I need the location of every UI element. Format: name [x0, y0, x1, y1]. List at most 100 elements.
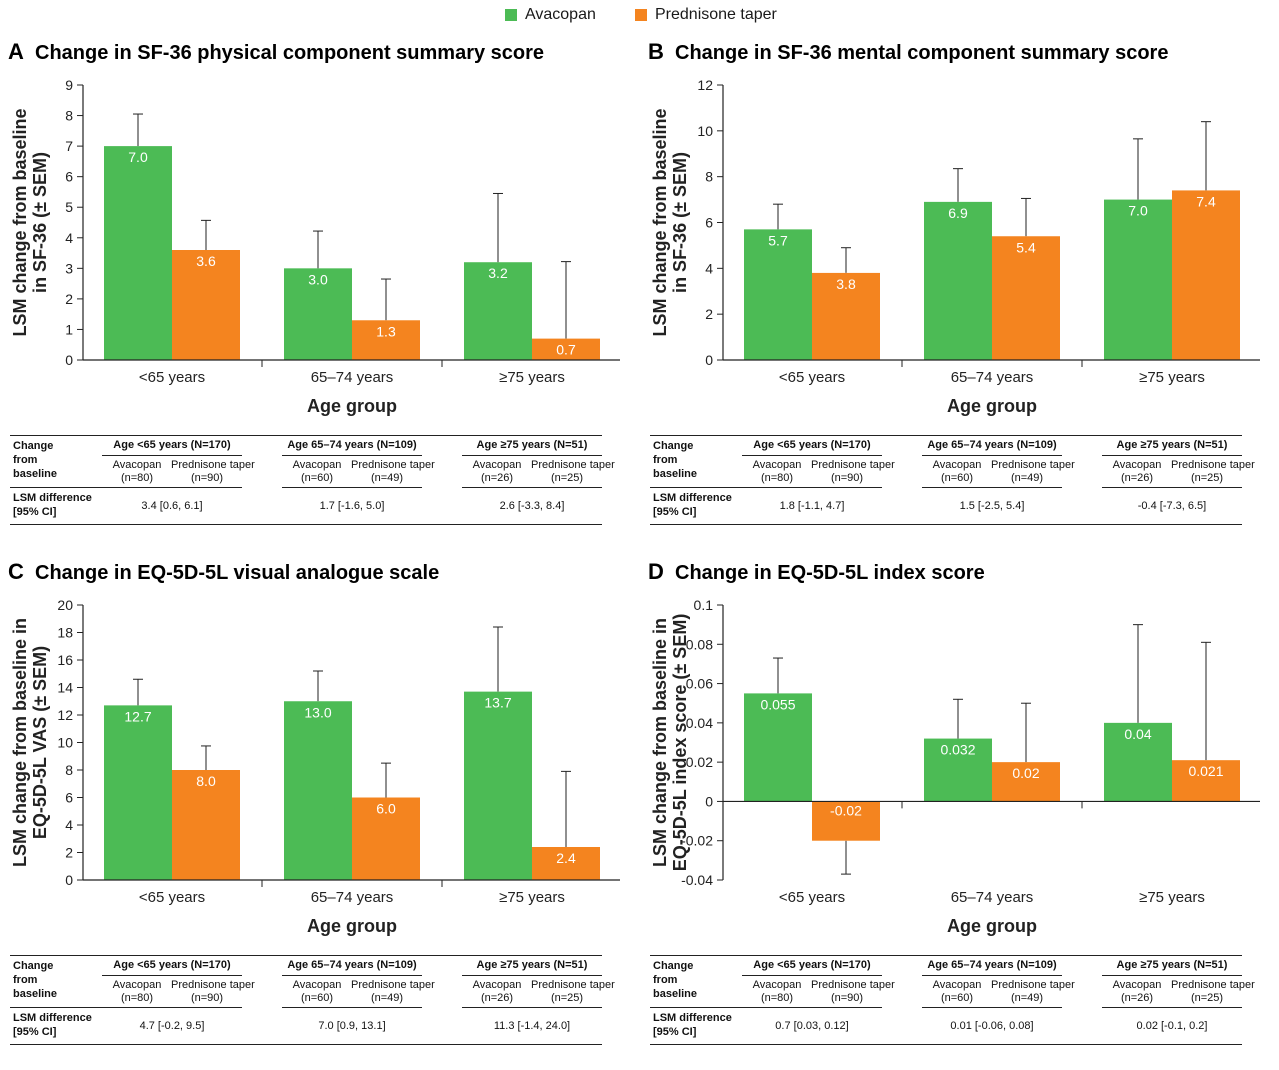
table-rule-left [10, 1007, 105, 1008]
x-category-label: 65–74 years [311, 369, 394, 386]
y-tick-label: 0.04 [686, 715, 713, 731]
panel-letter: A [8, 39, 24, 64]
bar-avacopan [284, 268, 352, 360]
table-rule-top [650, 955, 1242, 956]
table-subheader-prednisone: Prednisone taper (n=25) [1171, 459, 1255, 485]
bar-prednisone [532, 847, 600, 880]
table-subheader-line: Avacopan [112, 459, 162, 471]
table-rule-left [650, 487, 745, 488]
table-subheader-line: (n=90) [190, 992, 224, 1004]
table-rule-top [10, 955, 602, 956]
table-rule-bottom [10, 524, 602, 525]
table-row-label-line: LSM difference [13, 492, 92, 504]
table-subheader-line: (n=60) [940, 992, 974, 1004]
table-subheader-prednisone: Prednisone taper (n=90) [811, 459, 895, 485]
table-group-rule [102, 455, 242, 456]
bar-prednisone [1172, 190, 1240, 360]
table-subheader-line: Avacopan [1112, 979, 1162, 991]
table-subheader-prednisone: Prednisone taper (n=49) [351, 979, 435, 1005]
panel-b: B Change in SF-36 mental component summar… [640, 30, 1275, 550]
table-group-header: Age ≥75 years (N=51) [476, 439, 588, 451]
x-category-label: <65 years [139, 889, 205, 906]
legend-swatch-avacopan [505, 9, 517, 21]
table-left-header-word: from [13, 454, 38, 466]
x-category-label: 65–74 years [311, 889, 394, 906]
x-axis-title: Age group [947, 396, 1037, 416]
y-tick-label: 0 [705, 352, 713, 368]
table-subheader-line: (n=49) [370, 992, 404, 1004]
table-group-rule [1102, 455, 1242, 456]
y-tick-label: -0.04 [681, 872, 713, 888]
table-group-rule [922, 455, 1062, 456]
table-subheader-line: (n=26) [480, 992, 514, 1004]
table-subheader-avacopan: Avacopan (n=80) [101, 459, 173, 485]
table-left-header-word: baseline [653, 468, 698, 480]
legend-item-avacopan: Avacopan [505, 6, 596, 24]
bar-avacopan [924, 201, 992, 360]
table-left-header-word: Change [653, 440, 694, 452]
table-left-header-word: baseline [13, 988, 58, 1000]
legend-label-avacopan: Avacopan [525, 6, 596, 23]
bar-value-label: 1.3 [376, 323, 396, 339]
panel-letter: D [648, 559, 664, 584]
panel-a: A Change in SF-36 physical component summ… [0, 30, 635, 550]
table-difference-cell: 0.7 [0.03, 0.12] [775, 1020, 849, 1032]
table-left-header-word: Change [13, 440, 54, 452]
y-tick-label: 14 [57, 680, 73, 696]
table-subheader-line: (n=60) [300, 992, 334, 1004]
table-group-rule [742, 975, 882, 976]
table-rule-top [650, 435, 1242, 436]
table-subheader-line: (n=26) [480, 472, 514, 484]
table-group-header: Age <65 years (N=170) [113, 959, 231, 971]
bar-value-label: 8.0 [196, 773, 216, 789]
table-difference-cell: 1.5 [-2.5, 5.4] [959, 500, 1025, 512]
table-row-label-line: [95% CI] [13, 506, 57, 518]
stats-table: Change from baseline Age <65 years (N=170) A… [650, 950, 1255, 1050]
table-subheader-line: Avacopan [472, 979, 522, 991]
table-left-header-word: from [13, 974, 38, 986]
table-left-header-word: Change [653, 960, 694, 972]
table-subheader-line: Prednisone taper [531, 979, 615, 991]
bar-value-label: -0.02 [830, 802, 862, 818]
table-left-header: Change from baseline [653, 439, 743, 481]
table-subheader-prednisone: Prednisone taper (n=90) [171, 459, 255, 485]
table-group-rule [742, 455, 882, 456]
y-tick-label: 8 [705, 169, 713, 185]
y-tick-label: 7 [65, 138, 73, 154]
table-subheader-line: Avacopan [752, 979, 802, 991]
table-subheader-line: Prednisone taper [171, 459, 255, 471]
y-tick-label: 4 [65, 817, 73, 833]
table-subheader-rule [742, 487, 882, 488]
table-subheader-line: (n=26) [1120, 472, 1154, 484]
y-tick-label: 1 [65, 321, 73, 337]
bar-avacopan [744, 229, 812, 360]
table-left-header-word: baseline [13, 468, 58, 480]
table-group-rule [102, 975, 242, 976]
table-subheader-rule [102, 487, 242, 488]
table-subheader-avacopan: Avacopan (n=60) [281, 459, 353, 485]
table-difference-cell: 0.02 [-0.1, 0.2] [1136, 1020, 1208, 1032]
table-row-label-line: [95% CI] [653, 506, 697, 518]
table-group-header: Age ≥75 years (N=51) [476, 959, 588, 971]
y-axis-title: LSM change from baselinein SF-36 (± SEM) [650, 108, 690, 336]
bar-value-label: 3.8 [836, 276, 856, 292]
bar-value-label: 6.0 [376, 801, 396, 817]
bar-value-label: 5.4 [1016, 239, 1036, 255]
chart-svg: D Change in EQ-5D-5L index score -0.04 -0.0… [648, 559, 1260, 936]
table-subheader-line: Prednisone taper [531, 459, 615, 471]
table-group-header: Age 65–74 years (N=109) [287, 959, 417, 971]
table-row-label: LSM difference [95% CI] [653, 1011, 753, 1039]
table-subheader-line: Prednisone taper [351, 979, 435, 991]
table-group-rule [922, 975, 1062, 976]
bar-avacopan [1104, 199, 1172, 360]
table-subheader-prednisone: Prednisone taper (n=25) [531, 459, 615, 485]
table-subheader-rule [922, 487, 1062, 488]
table-subheader-rule [1102, 1007, 1242, 1008]
bar-avacopan [104, 146, 172, 360]
stats-table: Change from baseline Age <65 years (N=170) A… [650, 430, 1255, 530]
y-tick-label: 4 [705, 260, 713, 276]
table-group-header: Age <65 years (N=170) [113, 439, 231, 451]
table-subheader-line: Avacopan [932, 459, 982, 471]
table-subheader-prednisone: Prednisone taper (n=49) [991, 459, 1075, 485]
panel-title: Change in SF-36 mental component summary… [675, 42, 1168, 64]
